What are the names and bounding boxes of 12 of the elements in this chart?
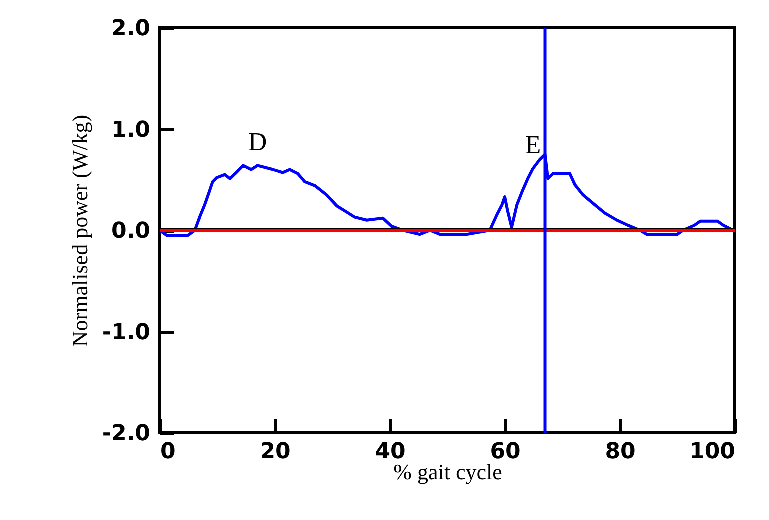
x-tick-label: 0 [160,440,176,464]
y-tick-label: 0.0 [112,219,150,244]
x-tick-label: 80 [605,440,636,464]
x-tick-label: 100 [690,440,736,464]
y-tick-label: 2.0 [112,16,150,42]
y-tick-label: -2.0 [102,422,150,446]
y-tick-label: -1.0 [102,320,150,346]
y-tick-label: 1.0 [112,118,150,143]
annotation: E [525,130,542,160]
annotation: D [248,128,268,157]
x-tick-label: 20 [260,440,291,464]
y-axis-title: Normalised power (W/kg) [67,114,92,348]
